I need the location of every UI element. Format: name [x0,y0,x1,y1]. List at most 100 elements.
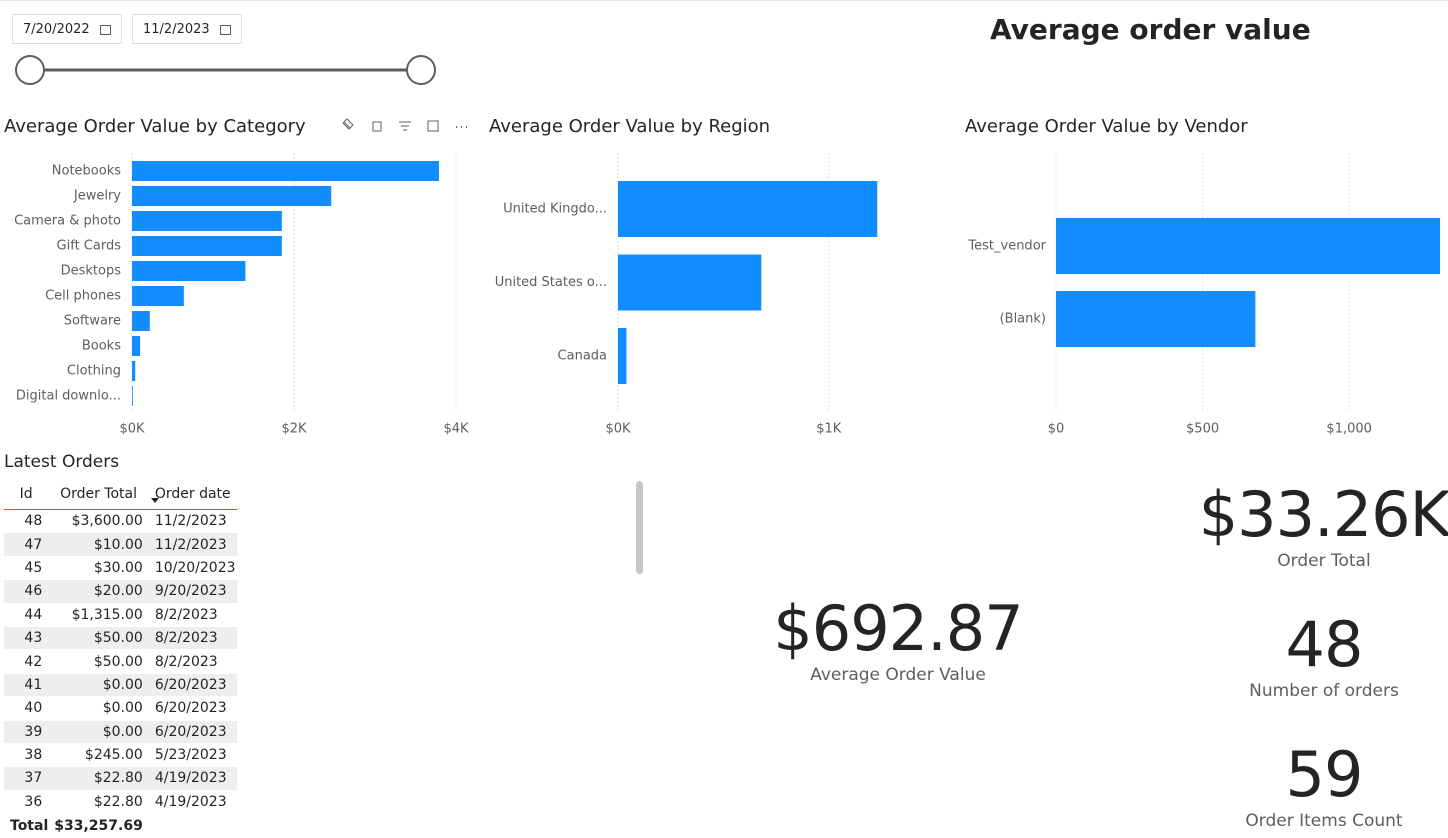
table-cell: 47 [4,532,49,557]
table-cell: 44 [4,603,49,627]
table-cell: 46 [4,579,49,604]
table-header: Id Order Total Order date [4,479,237,510]
visual-header-icons [342,118,467,132]
table-cell: 6/20/2023 [148,720,237,744]
kpi-card: 48 Number of orders [1154,608,1448,702]
table-row: 40 $0.00 6/20/2023 [4,696,237,721]
chart-title: Average Order Value by Category [4,116,306,137]
x-tick-label: $0K [119,422,145,437]
kpi-label: Average Order Value [810,665,986,685]
table-cell: 6/20/2023 [148,696,237,721]
kpi-card: 59 Order Items Count [1154,738,1448,832]
table-cell: $50.00 [48,649,149,674]
slider-handle[interactable] [15,55,45,85]
kpi-value: $33.26K [1198,478,1448,551]
bar [132,336,141,356]
table-cell: $20.00 [48,579,149,604]
y-tick-label: Canada [558,349,607,364]
bar [618,181,878,237]
table-cell: $3,600.00 [48,509,149,534]
table-row: 43 $50.00 8/2/2023 [4,626,237,651]
table-cell: 38 [4,743,49,768]
y-tick-label: Clothing [67,364,121,379]
bar [132,211,282,231]
page-title: Average order value [990,13,1311,46]
bar [132,261,246,281]
table-cell: 11/2/2023 [148,509,237,534]
table-cell: $245.00 [48,743,149,768]
column-header[interactable]: Order date [148,479,237,510]
kpi-label: Number of orders [1249,681,1399,701]
kpi-label: Order Total [1277,551,1371,571]
table-row: 37 $22.80 4/19/2023 [4,766,237,791]
kpi-card: $692.87 Average Order Value [728,592,1068,686]
start-date[interactable]: 7/20/2022 [12,14,122,44]
table-cell: 6/20/2023 [148,673,237,698]
table-cell: $1,315.00 [48,603,149,627]
table-cell: $0.00 [48,720,149,744]
table-cell: 40 [4,696,49,721]
bar [132,286,184,306]
x-tick-label: $500 [1186,422,1219,437]
bar [1056,291,1256,347]
bar [618,328,627,384]
kpi-label: Order Items Count [1245,811,1403,831]
y-tick-label: Camera & photo [14,214,121,229]
bar [132,361,136,381]
total-row: Total $33,257.69 [4,813,237,838]
table-body: 48 $3,600.00 11/2/2023 47 $10.00 11/2/2023 45 $… [4,509,237,838]
bar [132,386,133,406]
y-tick-label: Desktops [61,264,122,279]
table-cell: 4/19/2023 [148,790,237,815]
kpi-value: 59 [1285,738,1364,811]
scrollbar[interactable] [636,481,643,574]
total-cell-empty [148,813,237,838]
table-row: 46 $20.00 9/20/2023 [4,579,237,604]
column-header[interactable]: Id [4,479,49,510]
end-date[interactable]: 11/2/2023 [132,14,242,44]
y-tick-label: Gift Cards [57,239,122,254]
table-row: 48 $3,600.00 11/2/2023 [4,509,237,534]
focus-icon[interactable] [427,120,439,132]
x-tick-label: $0 [1048,422,1065,437]
y-tick-label: Digital downlo... [16,389,121,404]
bar [1056,218,1441,274]
column-header[interactable]: Order Total [48,479,149,510]
x-tick-label: $1K [816,422,842,437]
table-cell: 39 [4,720,49,744]
orders-table: Id Order Total Order date 48 $3,600.00 11/2/… [4,479,237,838]
bar [132,236,282,256]
y-tick-label: United Kingdo... [503,202,607,217]
table-row: 41 $0.00 6/20/2023 [4,673,237,698]
bar [618,254,762,311]
chart-title: Average Order Value by Region [489,116,770,137]
table-cell: 43 [4,626,49,651]
x-tick-label: $1,000 [1326,422,1372,437]
slider-handle[interactable] [406,55,436,85]
table-cell: 45 [4,556,49,581]
table-cell: 37 [4,766,49,791]
x-tick-label: $4K [443,422,469,437]
y-tick-label: United States o... [495,275,607,290]
table-cell: 10/20/2023 [148,556,237,581]
table-title: Latest Orders [4,452,120,472]
filter-icon[interactable] [399,121,411,131]
kpi-value: $692.87 [773,592,1023,665]
total-cell: $33,257.69 [48,813,149,838]
table-cell: $0.00 [48,696,149,721]
table-cell: 8/2/2023 [148,626,237,651]
sort-arrow [150,498,159,507]
bar [132,161,439,181]
pin-icon[interactable] [342,118,354,130]
charts: Average Order Value by Category $0K $2K $4K… [4,55,1441,437]
copy-icon[interactable] [372,121,382,132]
y-tick-label: (Blank) [1000,312,1046,327]
bar [132,311,150,331]
table-cell: $22.80 [48,790,149,815]
table-cell: $10.00 [48,532,149,557]
x-tick-label: $0K [605,422,631,437]
table-cell: 4/19/2023 [148,766,237,791]
kpi-value: 48 [1285,608,1364,681]
bar [132,186,332,206]
